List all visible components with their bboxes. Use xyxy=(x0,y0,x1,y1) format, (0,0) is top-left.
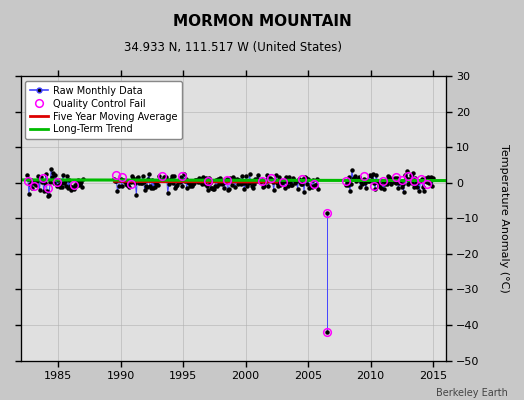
Text: Berkeley Earth: Berkeley Earth xyxy=(436,388,508,398)
Legend: Raw Monthly Data, Quality Control Fail, Five Year Moving Average, Long-Term Tren: Raw Monthly Data, Quality Control Fail, … xyxy=(26,81,182,139)
Y-axis label: Temperature Anomaly (°C): Temperature Anomaly (°C) xyxy=(499,144,509,293)
Title: 34.933 N, 111.517 W (United States): 34.933 N, 111.517 W (United States) xyxy=(124,41,342,54)
Text: MORMON MOUNTAIN: MORMON MOUNTAIN xyxy=(172,14,352,29)
